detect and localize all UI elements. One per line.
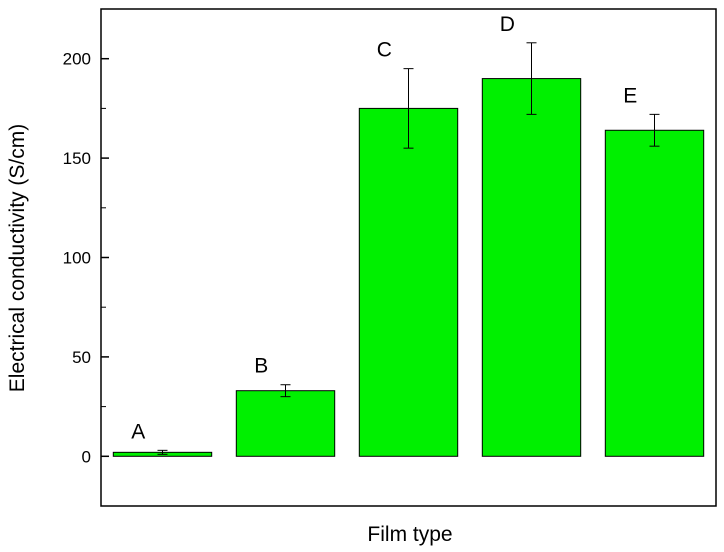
bar-label-E: E — [623, 84, 637, 107]
axes-layer: 0 50 100 150 200 — [63, 50, 109, 466]
bars-layer: A B C D E — [112, 13, 705, 457]
bar-label-A: A — [131, 420, 145, 443]
bar-B — [235, 390, 336, 457]
bar-label-B: B — [254, 355, 268, 378]
bar-label-D: D — [500, 13, 515, 36]
bar-D — [481, 78, 582, 457]
y-tick-label-200: 200 — [63, 50, 91, 69]
bar-C — [358, 107, 459, 457]
x-axis-title: Film type — [367, 523, 452, 546]
y-tick-label-100: 100 — [63, 249, 91, 268]
y-axis-title: Electrical conductivity (S/cm) — [6, 124, 29, 392]
bar-E — [604, 129, 705, 457]
y-tick-label-50: 50 — [72, 348, 91, 367]
bar-label-C: C — [377, 39, 392, 62]
y-tick-label-150: 150 — [63, 149, 91, 168]
y-tick-label-0: 0 — [82, 447, 91, 466]
